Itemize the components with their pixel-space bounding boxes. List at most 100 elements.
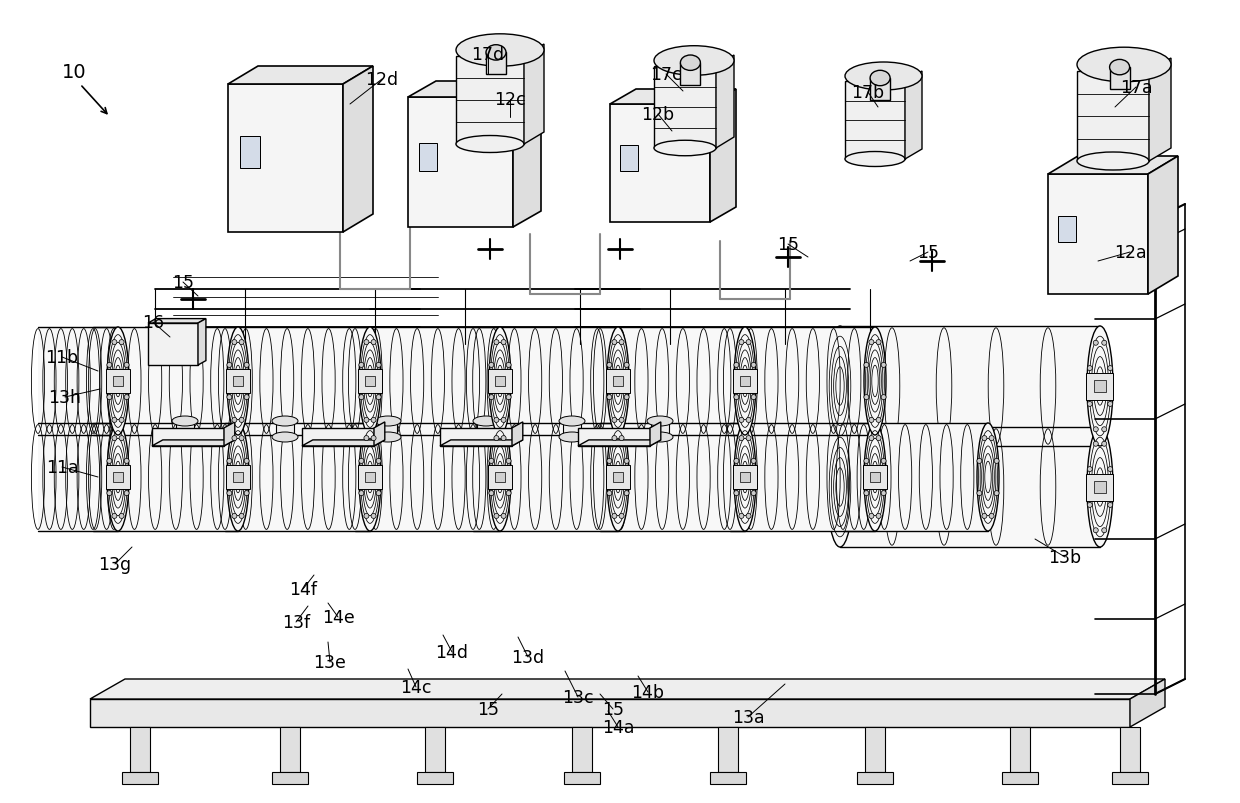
Ellipse shape: [611, 418, 618, 423]
Ellipse shape: [647, 417, 673, 426]
Bar: [277, 422, 294, 438]
Bar: [358, 465, 382, 490]
Bar: [564, 772, 600, 784]
Ellipse shape: [494, 340, 498, 345]
Ellipse shape: [374, 433, 401, 442]
Ellipse shape: [1107, 467, 1112, 472]
Ellipse shape: [624, 459, 629, 464]
Bar: [224, 328, 370, 435]
Bar: [365, 472, 376, 483]
Ellipse shape: [489, 491, 494, 496]
Ellipse shape: [227, 363, 232, 368]
Bar: [739, 472, 750, 483]
Bar: [233, 472, 243, 483]
Polygon shape: [578, 428, 650, 446]
Bar: [224, 423, 370, 532]
Bar: [93, 328, 238, 435]
Polygon shape: [525, 45, 544, 145]
Polygon shape: [711, 90, 737, 222]
Ellipse shape: [1087, 366, 1092, 371]
Ellipse shape: [489, 328, 511, 435]
Polygon shape: [650, 422, 661, 446]
Ellipse shape: [734, 328, 756, 435]
Ellipse shape: [869, 436, 874, 441]
Ellipse shape: [990, 514, 994, 519]
Polygon shape: [148, 320, 206, 324]
Ellipse shape: [489, 459, 494, 464]
Bar: [105, 369, 130, 393]
Bar: [105, 465, 130, 490]
Bar: [730, 328, 875, 435]
Ellipse shape: [501, 418, 506, 423]
Ellipse shape: [844, 63, 923, 91]
Ellipse shape: [827, 327, 853, 446]
Bar: [93, 423, 238, 532]
Bar: [711, 772, 746, 784]
Ellipse shape: [363, 340, 370, 345]
Bar: [606, 369, 630, 393]
Ellipse shape: [374, 417, 401, 426]
Ellipse shape: [559, 417, 585, 426]
Ellipse shape: [489, 395, 494, 400]
Ellipse shape: [232, 340, 237, 345]
Ellipse shape: [608, 328, 629, 435]
Bar: [472, 423, 618, 532]
Ellipse shape: [1107, 402, 1112, 407]
Ellipse shape: [472, 433, 498, 442]
Text: 14f: 14f: [289, 581, 317, 598]
Ellipse shape: [371, 418, 376, 423]
Ellipse shape: [244, 491, 249, 496]
Ellipse shape: [1087, 402, 1092, 407]
Text: 11a: 11a: [46, 459, 78, 476]
Ellipse shape: [611, 340, 618, 345]
Text: 12d: 12d: [366, 71, 398, 89]
Bar: [613, 472, 624, 483]
Ellipse shape: [244, 395, 249, 400]
Ellipse shape: [619, 340, 624, 345]
Ellipse shape: [1087, 327, 1114, 446]
Ellipse shape: [232, 436, 237, 441]
Polygon shape: [513, 82, 541, 228]
Bar: [91, 699, 1130, 727]
Text: 14b: 14b: [631, 683, 665, 701]
Ellipse shape: [244, 459, 249, 464]
Ellipse shape: [864, 459, 869, 464]
Ellipse shape: [734, 363, 739, 368]
Polygon shape: [153, 428, 224, 446]
Ellipse shape: [977, 423, 999, 532]
Bar: [355, 328, 500, 435]
Ellipse shape: [358, 363, 363, 368]
Ellipse shape: [227, 459, 232, 464]
Ellipse shape: [358, 491, 363, 496]
Ellipse shape: [882, 395, 887, 400]
Ellipse shape: [494, 514, 498, 519]
Ellipse shape: [456, 137, 525, 153]
Bar: [365, 376, 376, 387]
Polygon shape: [303, 440, 384, 446]
Bar: [844, 82, 905, 160]
Ellipse shape: [376, 363, 381, 368]
Ellipse shape: [501, 340, 506, 345]
Polygon shape: [578, 440, 661, 446]
Bar: [1078, 72, 1149, 161]
Ellipse shape: [746, 436, 751, 441]
Bar: [839, 427, 1100, 548]
Ellipse shape: [869, 418, 874, 423]
Ellipse shape: [363, 514, 370, 519]
Ellipse shape: [739, 418, 744, 423]
Bar: [733, 369, 758, 393]
Ellipse shape: [611, 436, 618, 441]
Bar: [1120, 727, 1140, 772]
Ellipse shape: [486, 46, 506, 61]
Polygon shape: [228, 67, 373, 85]
Polygon shape: [343, 67, 373, 233]
Bar: [487, 369, 512, 393]
Bar: [866, 727, 885, 772]
Bar: [472, 328, 618, 435]
Ellipse shape: [239, 514, 244, 519]
Bar: [486, 53, 506, 75]
Bar: [1094, 481, 1106, 494]
Ellipse shape: [363, 436, 370, 441]
Ellipse shape: [882, 491, 887, 496]
Ellipse shape: [1087, 427, 1114, 548]
